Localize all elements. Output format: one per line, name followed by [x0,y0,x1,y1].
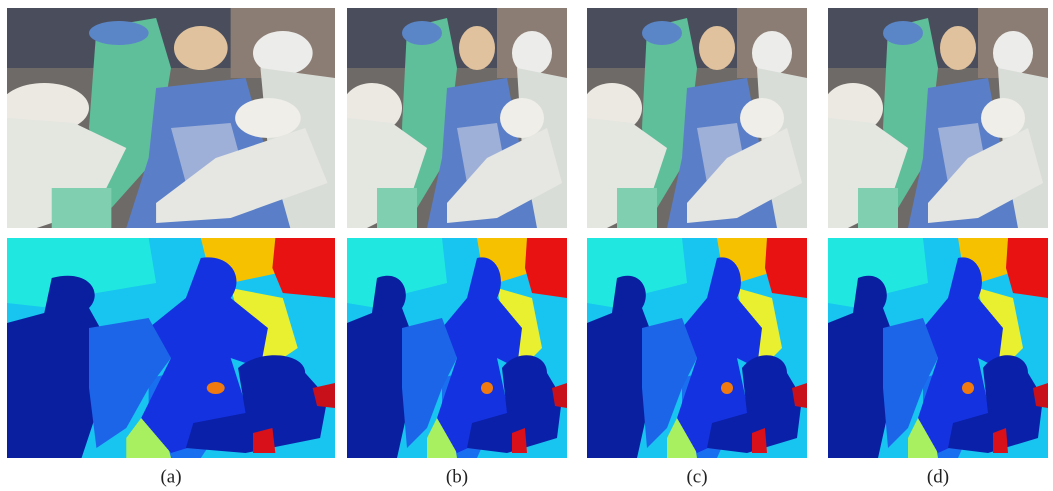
panel-label: (a) [160,466,181,487]
panel-label: (b) [446,466,468,487]
panel-label: (c) [686,466,707,487]
photo [0,8,335,228]
photo [342,8,567,228]
photo [582,8,807,228]
segmentation-map [347,238,567,458]
figure: (a) (b) (c) (d) [0,0,1053,491]
photo [823,8,1048,228]
segmentation-map [7,238,335,458]
panel-grid: (a) (b) (c) (d) [0,8,1048,487]
segmentation-map [587,238,807,458]
panel-label: (d) [927,466,949,487]
segmentation-map [828,238,1048,458]
